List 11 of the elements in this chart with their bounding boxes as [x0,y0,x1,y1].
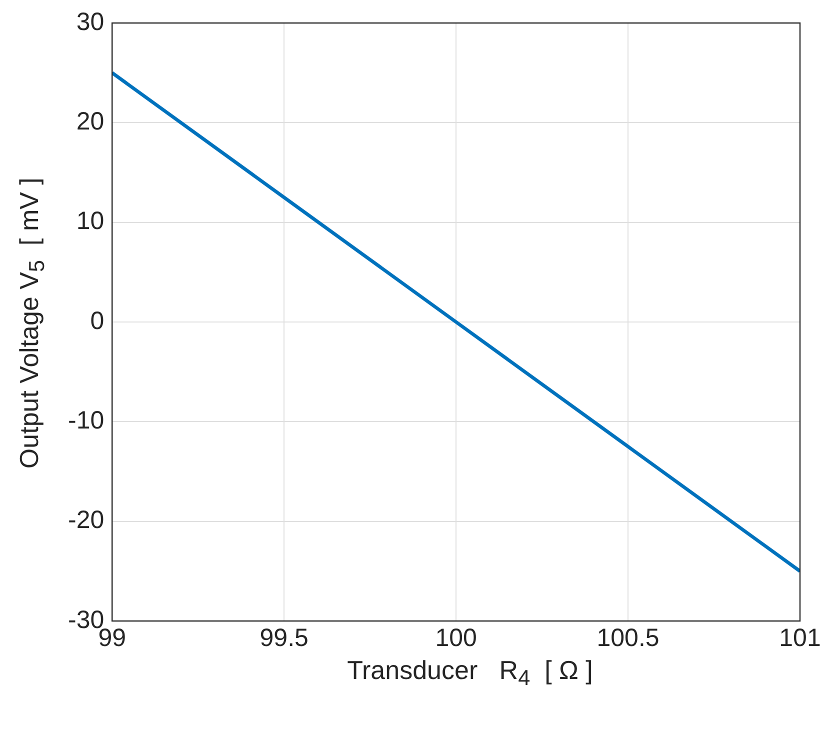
y-tick-label: 0 [90,306,104,335]
y-tick-label: -10 [68,406,104,435]
x-tick-label: 101 [779,624,821,652]
y-tick-label: -20 [68,506,104,534]
x-axis-title: Transducer R$_{4}$ [ Ω ] [346,655,594,692]
x-tick-label: 100 [435,624,477,652]
y-tick-label: 10 [76,207,104,236]
x-tick-label: 100.5 [596,624,660,652]
y-tick-label: 20 [76,108,104,136]
x-tick-label: 99.5 [260,624,308,652]
y-tick-label: 30 [76,8,104,36]
